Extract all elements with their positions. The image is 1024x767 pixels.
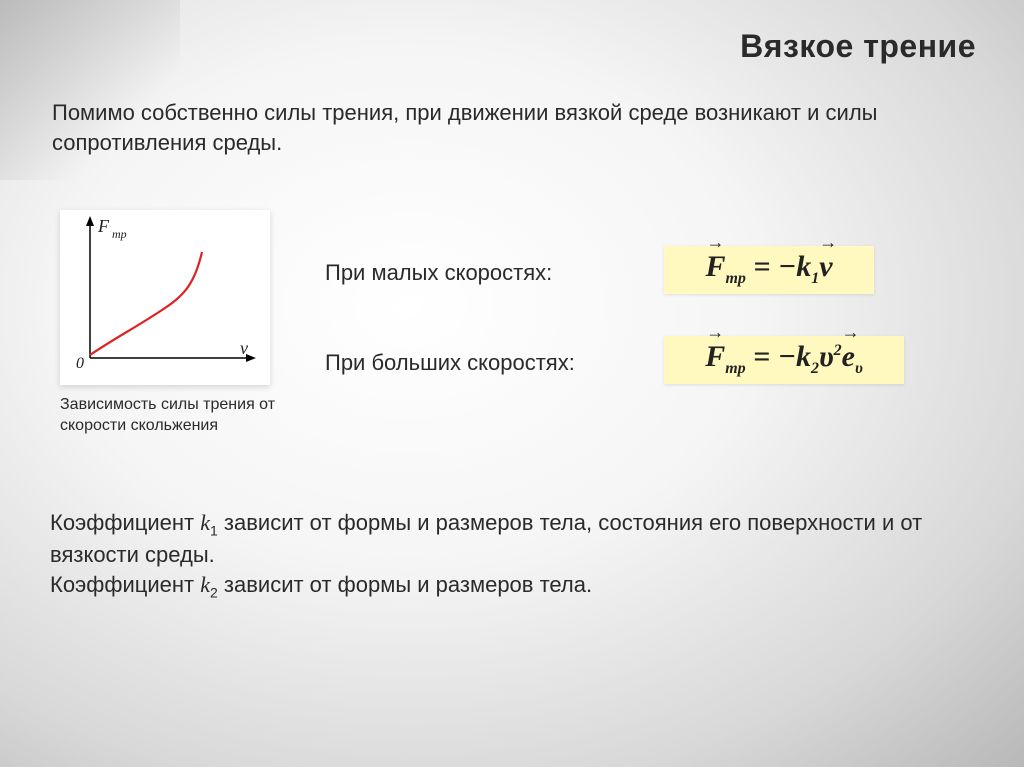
y-axis-arrow: [86, 216, 94, 226]
coef-k1-text-pre: Коэффициент: [50, 510, 200, 535]
high-speed-label: При больших скоростях:: [325, 350, 575, 376]
intro-paragraph: Помимо собственно силы трения, при движе…: [52, 98, 964, 157]
low-speed-label: При малых скоростях:: [325, 260, 552, 286]
origin-label: 0: [76, 355, 84, 372]
formula-low-speed: Fтр = −k1v: [664, 246, 874, 294]
friction-curve: [90, 252, 202, 355]
chart-caption: Зависимость силы трения от скорости скол…: [60, 395, 300, 437]
coef-k2-symbol: k: [200, 572, 210, 597]
formula-high-speed: Fтр = −k2υ2eυ: [664, 336, 904, 384]
x-axis-label: v: [240, 338, 248, 358]
coef-k1-sub: 1: [210, 522, 218, 538]
coef-k2-sub: 2: [210, 584, 218, 600]
y-axis-label-F: F: [97, 216, 110, 236]
y-axis-label-sub: тр: [112, 227, 127, 241]
bottom-paragraph: Коэффициент k1 зависит от формы и размер…: [50, 508, 964, 602]
slide-title: Вязкое трение: [740, 28, 976, 65]
coef-k2-text-post: зависит от формы и размеров тела.: [218, 572, 592, 597]
coef-k1-symbol: k: [200, 510, 210, 535]
coef-k2-text-pre: Коэффициент: [50, 572, 200, 597]
friction-curve-chart: F тр v 0: [60, 210, 270, 385]
